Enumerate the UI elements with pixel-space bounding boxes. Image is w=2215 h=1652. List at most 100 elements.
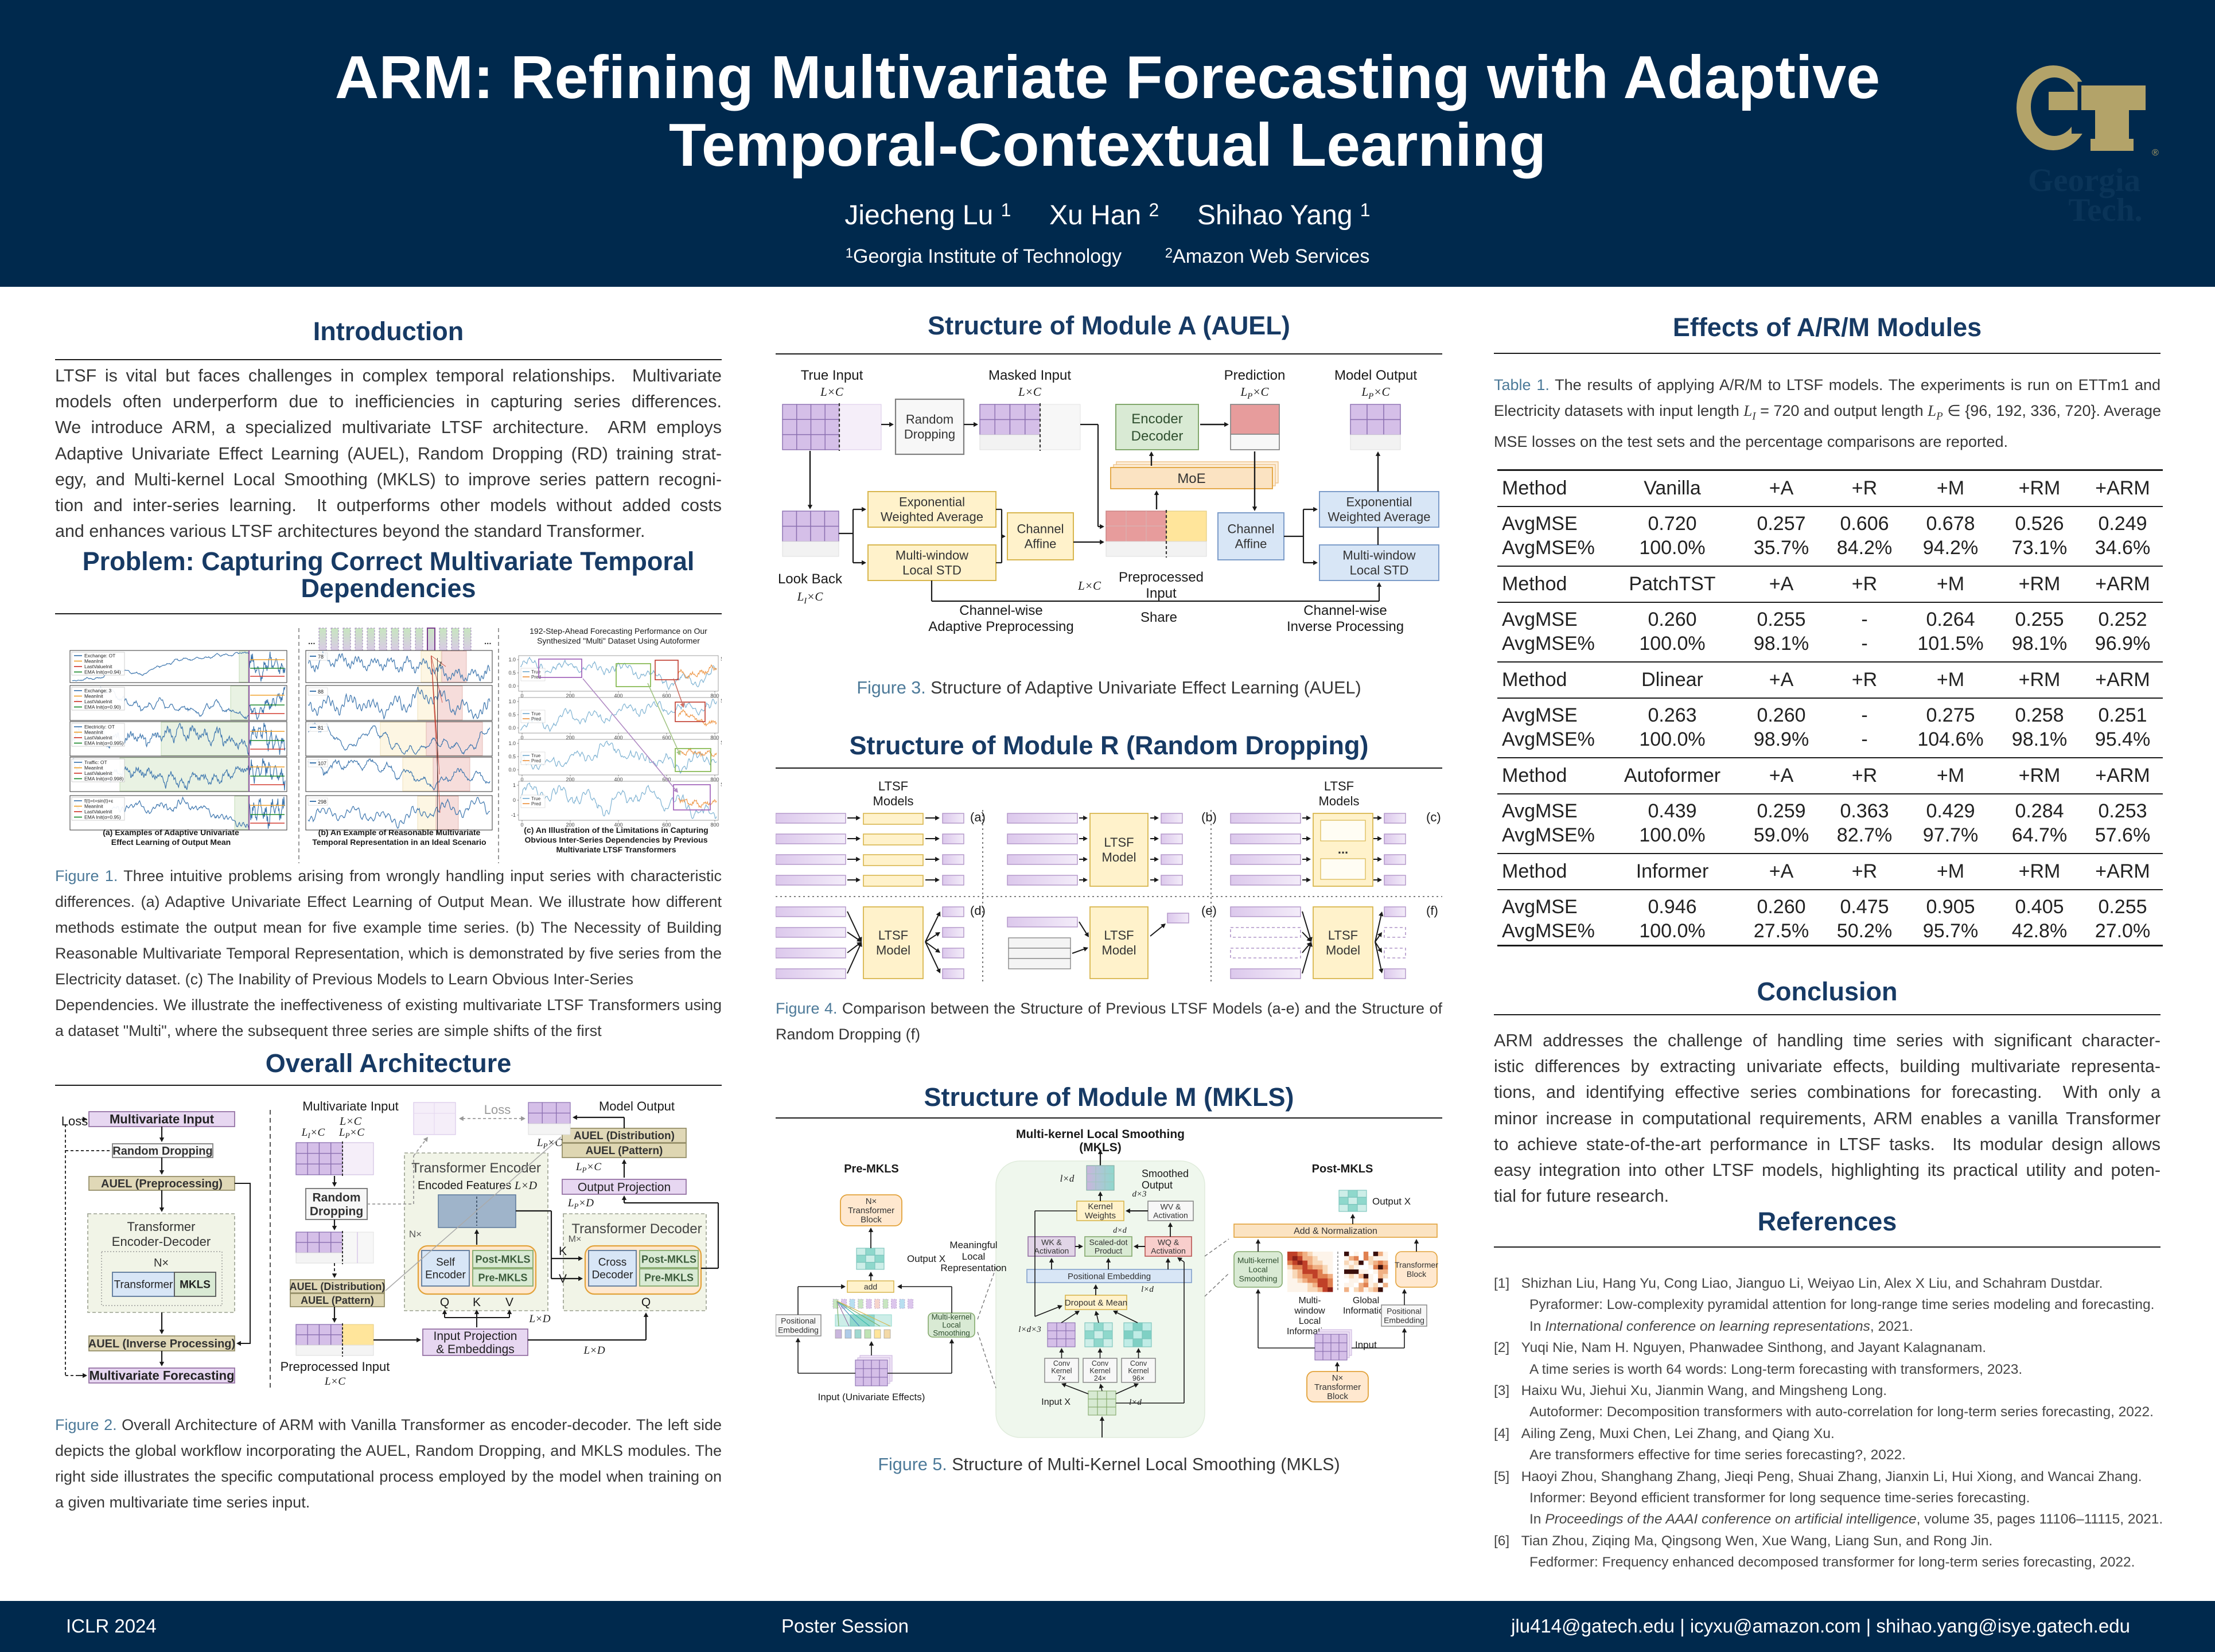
svg-text:S3: S3 [721,740,722,746]
svg-text:AUEL (Pattern): AUEL (Pattern) [586,1145,663,1157]
svg-text:1.0: 1.0 [508,657,516,663]
svg-text:Multi-: Multi- [1298,1296,1321,1306]
svg-text:Output Projection: Output Projection [578,1180,671,1194]
svg-text:L×D: L×D [583,1345,605,1357]
svg-text:Local: Local [962,1251,986,1262]
svg-text:Positional: Positional [1387,1306,1422,1315]
svg-text:...: ... [484,637,492,646]
svg-text:Look Back: Look Back [778,571,843,587]
svg-text:Conv: Conv [1130,1359,1147,1367]
svg-text:800: 800 [710,777,719,782]
svg-text:Cross: Cross [598,1257,627,1269]
svg-text:Channel-wise: Channel-wise [1303,603,1387,618]
svg-text:Transformer: Transformer [114,1279,173,1291]
svg-text:Post-MKLS: Post-MKLS [1312,1163,1373,1175]
svg-text:L×C: L×C [324,1376,345,1388]
svg-text:Multivariate LTSF Transformers: Multivariate LTSF Transformers [556,845,676,854]
svg-text:Global: Global [1353,1296,1379,1306]
svg-text:Preprocessed Input: Preprocessed Input [281,1359,390,1374]
svg-text:N×: N× [154,1257,169,1269]
svg-text:Scaled-dot: Scaled-dot [1089,1237,1128,1246]
svg-text:AUEL (Inverse Processing): AUEL (Inverse Processing) [88,1338,235,1350]
svg-text:0: 0 [520,822,523,828]
svg-text:M×: M× [569,1234,582,1244]
svg-text:400: 400 [614,735,622,741]
svg-text:800: 800 [710,693,719,699]
svg-text:Obvious Inter-Series Dependenc: Obvious Inter-Series Dependencies by Pre… [525,835,708,844]
svg-text:Channel: Channel [1228,522,1275,536]
svg-text:MeanInit: MeanInit [84,693,103,699]
svg-text:81: 81 [318,725,324,731]
svg-text:MeanInit: MeanInit [84,804,103,809]
svg-text:Synthesized "Multi" Dataset Us: Synthesized "Multi" Dataset Using Autofo… [537,636,700,645]
svg-text:(a): (a) [970,810,986,824]
svg-text:0: 0 [520,735,523,741]
svg-text:Models: Models [873,794,914,808]
svg-text:LI×C: LI×C [797,590,824,606]
svg-text:Pre-MKLS: Pre-MKLS [844,1163,899,1175]
svg-text:AUEL (Pattern): AUEL (Pattern) [301,1295,374,1306]
svg-text:WQ &: WQ & [1158,1237,1179,1246]
svg-text:Inverse Processing: Inverse Processing [1287,619,1404,634]
svg-text:Traffic: OT: Traffic: OT [84,759,107,765]
svg-text:Embedding: Embedding [1384,1315,1424,1324]
svg-text:Smoothing: Smoothing [1239,1274,1278,1283]
svg-text:Random Dropping: Random Dropping [112,1145,212,1158]
svg-text:(b): (b) [1201,810,1217,824]
svg-text:Effect Learning of Output Mean: Effect Learning of Output Mean [111,837,231,847]
svg-text:Local STD: Local STD [902,563,961,578]
svg-text:Exponential: Exponential [899,495,965,509]
svg-text:7×: 7× [1057,1374,1065,1382]
svg-text:Transformer: Transformer [848,1206,894,1215]
svg-text:Multi-window: Multi-window [1342,548,1415,563]
svg-text:Model Output: Model Output [1334,368,1417,383]
svg-text:Encoder-Decoder: Encoder-Decoder [112,1234,211,1249]
svg-text:Pred: Pred [531,675,541,680]
svg-text:L×C: L×C [1018,385,1042,399]
svg-text:Local STD: Local STD [1350,563,1409,578]
svg-text:L×C: L×C [820,385,844,399]
svg-text:Pre-MKLS: Pre-MKLS [478,1272,527,1283]
svg-text:S2: S2 [721,698,722,704]
svg-text:Product: Product [1095,1246,1122,1255]
svg-text:Input: Input [1355,1339,1377,1350]
svg-text:...: ... [1338,842,1348,856]
svg-text:add: add [864,1282,877,1291]
svg-text:Decoder: Decoder [592,1269,633,1281]
svg-text:Multi-kernel: Multi-kernel [1237,1256,1279,1265]
svg-text:0: 0 [513,797,516,803]
svg-text:(c): (c) [1426,810,1441,824]
svg-text:LP×D: LP×D [567,1197,594,1210]
svg-text:24×: 24× [1094,1374,1106,1382]
svg-text:MKLS: MKLS [180,1279,211,1291]
svg-text:Activation: Activation [1034,1246,1069,1255]
svg-text:Smoothed: Smoothed [1142,1168,1189,1179]
svg-text:Post-MKLS: Post-MKLS [641,1253,696,1265]
svg-text:Dropout & Mean: Dropout & Mean [1065,1298,1127,1308]
svg-text:Input X: Input X [1041,1397,1070,1407]
svg-text:Model Output: Model Output [599,1101,675,1113]
svg-text:LP×C: LP×C [575,1161,601,1174]
svg-text:Dropping: Dropping [904,427,955,442]
svg-text:LastValueInit: LastValueInit [84,664,112,669]
svg-text:AUEL (Distribution): AUEL (Distribution) [290,1281,386,1292]
svg-text:Kernel: Kernel [1089,1367,1110,1375]
svg-text:(b) An Example of Reasonable M: (b) An Example of Reasonable Multivariat… [318,828,481,837]
svg-text:Multi-kernel Local Smoothing: Multi-kernel Local Smoothing [1016,1128,1185,1141]
svg-text:96×: 96× [1132,1374,1145,1382]
svg-text:True: True [531,753,541,758]
svg-text:Exchange: OT: Exchange: OT [84,653,115,659]
svg-text:Affine: Affine [1025,537,1057,551]
svg-text:LTSF: LTSF [878,779,908,793]
svg-text:N×: N× [409,1229,422,1240]
svg-text:Encoder: Encoder [1131,411,1182,427]
svg-text:True: True [531,711,541,716]
svg-text:800: 800 [710,735,719,741]
svg-text:Post-MKLS: Post-MKLS [476,1253,531,1265]
svg-text:Self: Self [436,1257,455,1269]
svg-text:& Embeddings: & Embeddings [436,1343,515,1356]
svg-text:Embedding: Embedding [778,1325,819,1334]
svg-text:0.5: 0.5 [508,754,516,759]
svg-text:MeanInit: MeanInit [84,730,103,735]
svg-text:Weights: Weights [1085,1211,1116,1221]
